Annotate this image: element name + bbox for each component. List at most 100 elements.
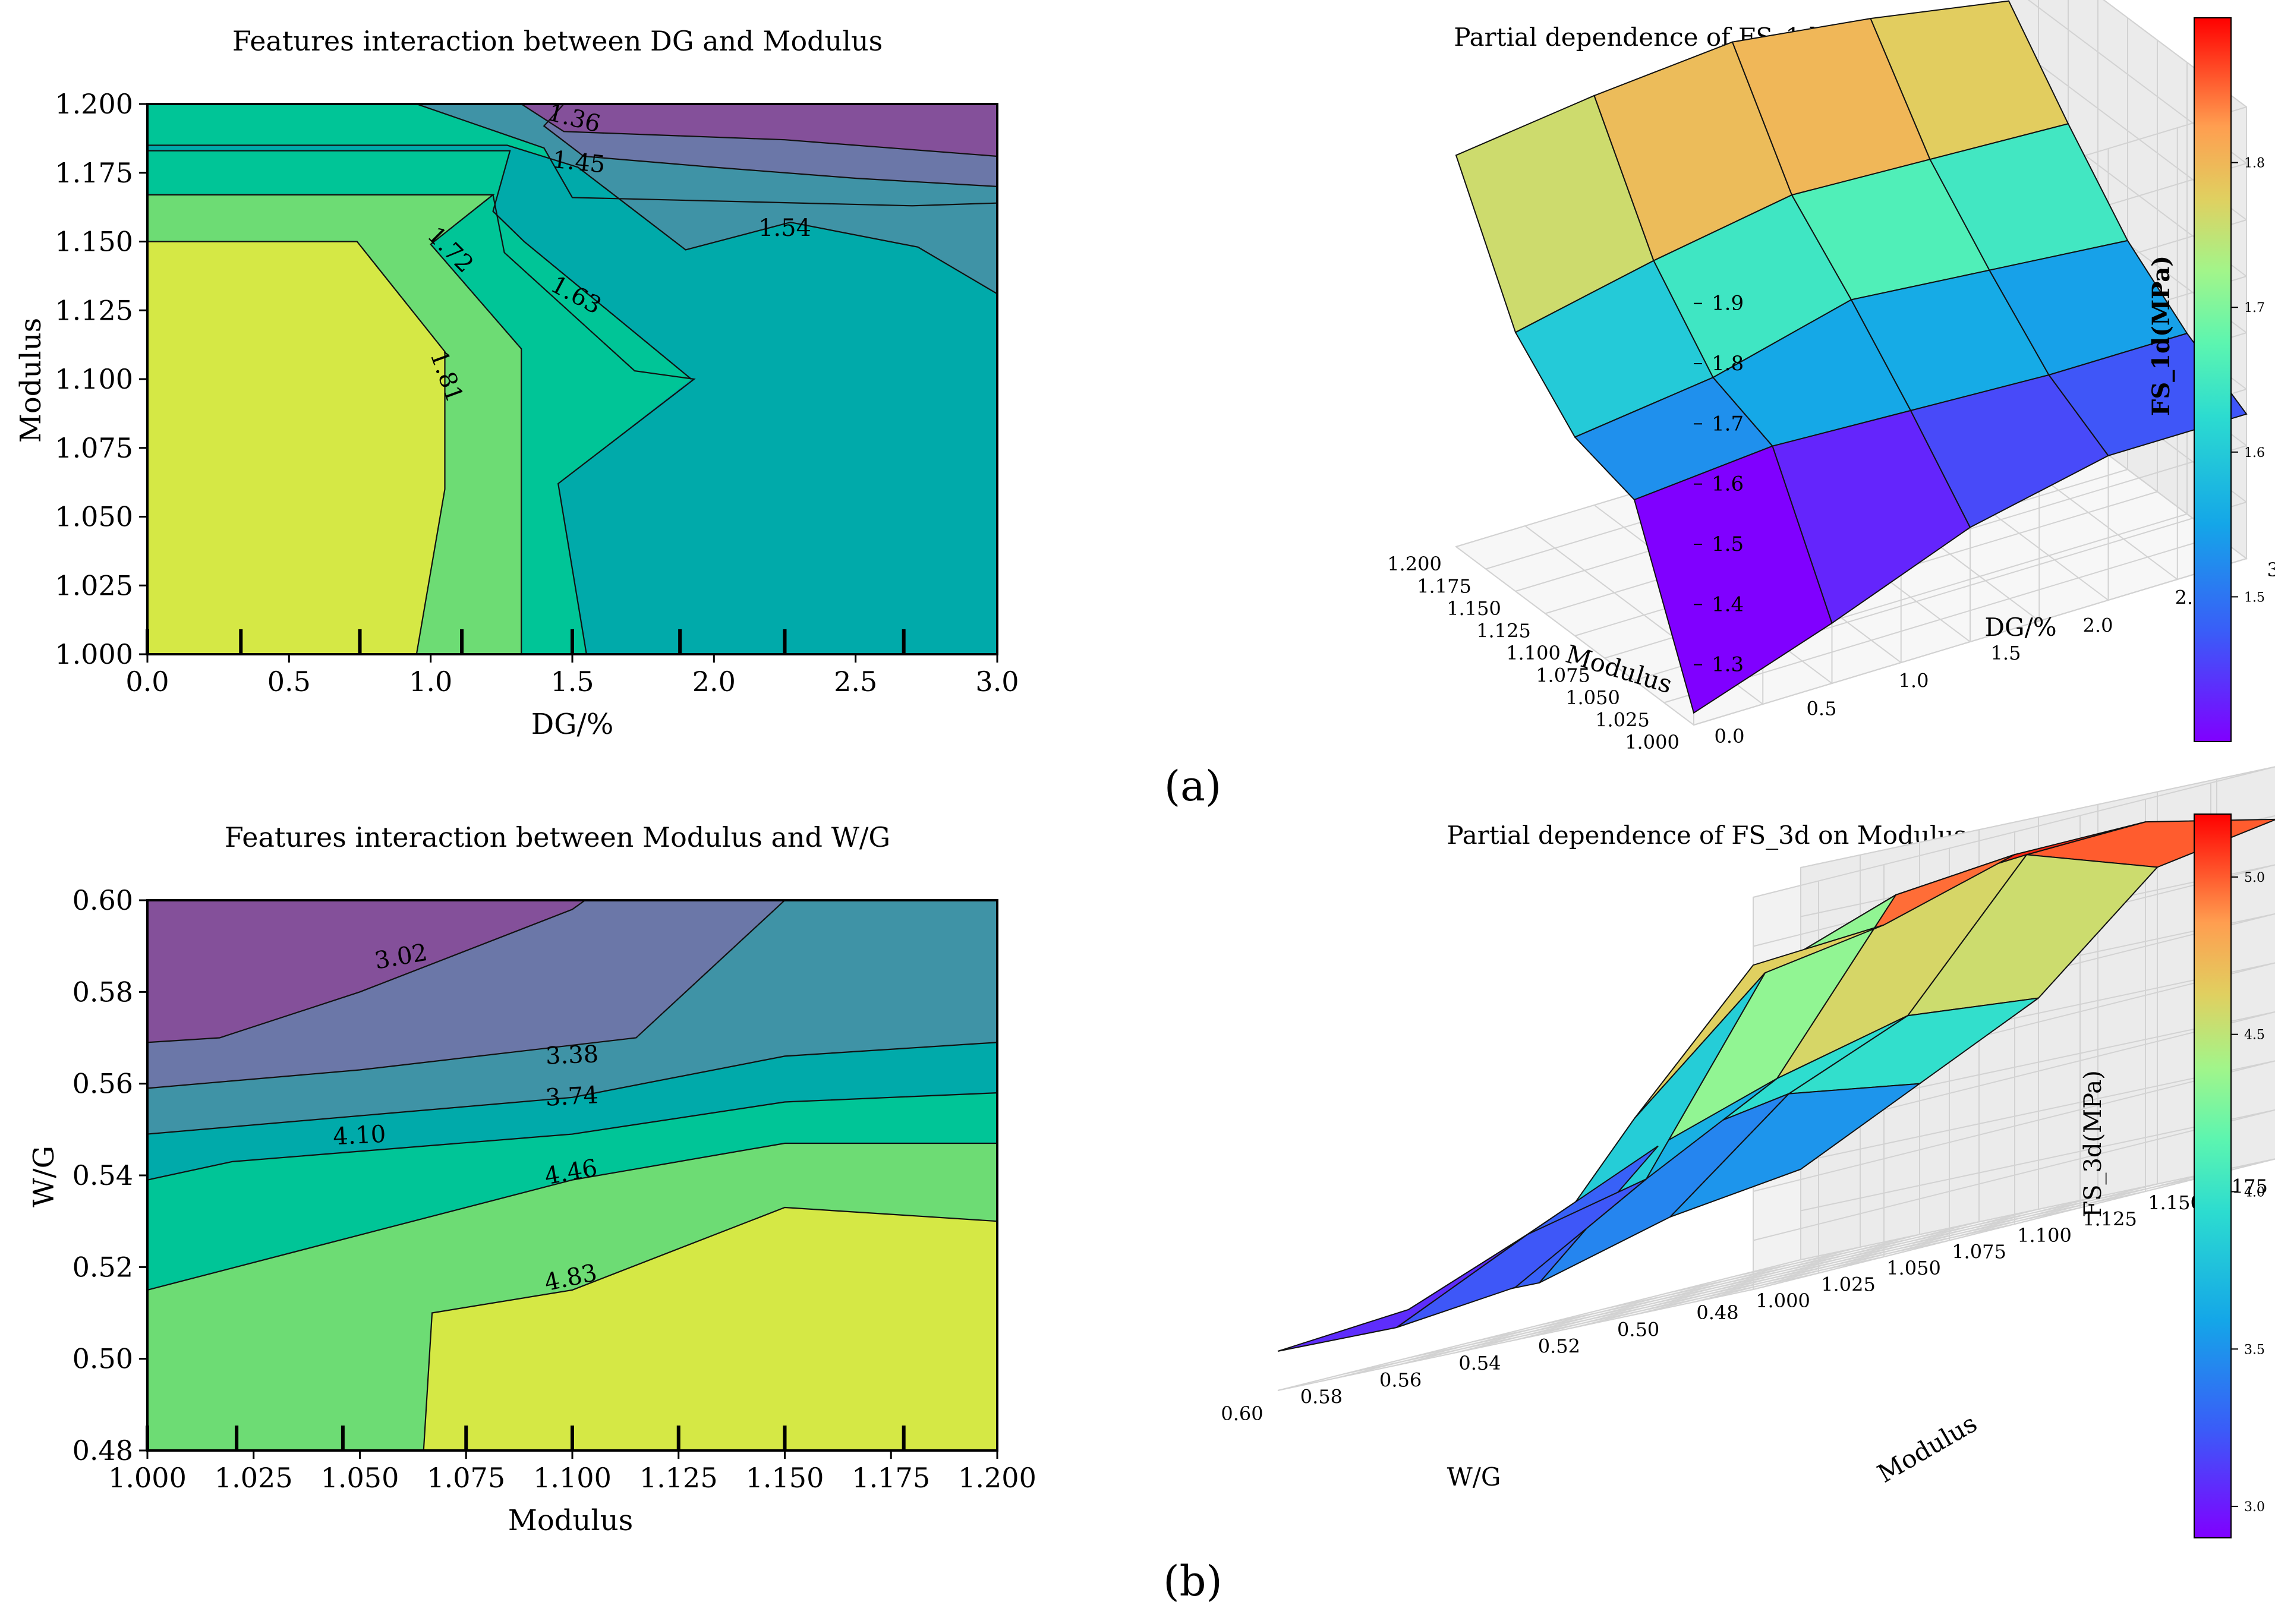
grid-line [1753,1158,2275,1290]
z-axis-label: FS_3d(MPa) [2079,1070,2107,1217]
contour-level-label: 1.54 [758,215,811,242]
z-tick-label: 1.6 [1712,472,1744,496]
contour-plot-dg-modulus: Features interaction between DG and Modu… [14,25,1019,741]
grid-line [1663,535,2217,704]
x-tick-label: 1.150 [1447,597,1501,620]
contour-line [147,1042,997,1135]
y-tick-label: 1.000 [55,638,133,670]
x-tick-label: 1.200 [1387,553,1442,575]
y-axis-label: Modulus [14,318,48,443]
contour-region [147,1042,997,1180]
x-tick-label: 1.200 [958,1462,1036,1494]
colorbar-tick-label: 1.8 [2244,156,2265,171]
colorbar-tick-label: 1.7 [2244,301,2265,316]
y-tick-label: 1.175 [55,157,133,189]
surface-patch [1396,1178,1647,1328]
contour-level-label: 1.45 [551,146,606,179]
z-tick-label: 1.8 [1712,352,1744,376]
contour-line [147,241,446,654]
grid-line [1693,558,2247,726]
contour-line [147,150,692,380]
contour-level-label: 3.38 [545,1040,599,1070]
contour-line [147,900,586,1043]
x-tick-label: 0.48 [1696,1301,1738,1324]
y-tick-label: 0.5 [1807,697,1837,720]
contour-region [147,1093,997,1290]
z-tick-label: 1.3 [1712,653,1744,677]
y-tick-label: 1.200 [55,88,133,120]
x-tick-label: 0.58 [1300,1386,1343,1408]
colorbar-tick-label: 1.6 [2244,446,2265,461]
y-tick-label: 0.50 [73,1343,133,1375]
y-tick-label: 1.050 [1886,1257,1941,1279]
x-tick-label: 0.52 [1538,1335,1580,1358]
z-tick-label: 1.7 [1712,412,1744,436]
x-tick-label: 2.5 [834,666,877,698]
x-tick-label: 1.5 [550,666,594,698]
y-tick-label: 1.050 [55,501,133,533]
x-tick-label: 1.000 [108,1462,187,1494]
colorbar-tick-label: 3.0 [2244,1500,2265,1515]
surface-plot-fs3d: Partial dependence of FS_3d on Modulus a… [1221,766,2275,1491]
colorbar-tick-label: 5.0 [2244,871,2265,885]
grid-line [1800,766,2275,868]
x-axis-label: Modulus [508,1504,634,1537]
x-tick-label: 0.60 [1221,1402,1263,1425]
x-tick-label: 1.100 [533,1462,612,1494]
x-tick-label: 0.56 [1379,1368,1422,1391]
y-tick-label: 1.150 [55,226,133,258]
x-tick-label: 0.0 [125,666,169,698]
grid-line [1753,766,2275,898]
contour-line [521,104,997,157]
y-tick-label: 0.54 [73,1159,133,1191]
contour-line [147,144,997,295]
colorbar-tick-label: 4.0 [2244,1185,2265,1200]
z-tick-label: 1.5 [1712,532,1744,556]
y-axis-label: W/G [27,1146,61,1207]
y-tick-label: 1.5 [1991,642,2021,664]
x-tick-label: 1.000 [1625,731,1680,753]
x-tick-label: 1.050 [321,1462,399,1494]
y-tick-label: 0.52 [73,1251,133,1283]
surface-patch [1277,1234,1528,1352]
x-tick-label: 1.050 [1565,686,1620,709]
contour-line [423,1206,997,1450]
grid-line [1693,1171,2217,1303]
colorbar-tick-label: 1.5 [2244,590,2265,605]
y-tick-label: 1.100 [2017,1224,2072,1247]
x-tick-label: 0.50 [1617,1318,1659,1341]
y-tick-label: 2.0 [2083,614,2113,636]
x-tick-label: 1.075 [1536,664,1590,687]
y-tick-label: 1.0 [1899,670,1929,692]
contour-region [423,1207,997,1450]
y-tick-label: 1.125 [55,294,133,326]
contour-level-label: 4.10 [332,1121,386,1151]
colorbar-tick-label: 4.5 [2244,1028,2265,1043]
x-axis-label: DG/% [531,708,614,741]
x-tick-label: 1.025 [1595,709,1650,731]
y-tick-label: 1.075 [1952,1241,2006,1263]
y-axis-label: Modulus [1873,1408,1982,1489]
y-axis-label: DG/% [1984,613,2056,642]
x-tick-label: 1.175 [1417,575,1471,598]
z-tick-label: 1.9 [1712,292,1744,316]
contour-line [147,900,786,1089]
x-tick-label: 1.025 [215,1462,293,1494]
contour-region [147,241,445,654]
x-axis-label: W/G [1447,1462,1501,1491]
grid-line [1735,1174,2211,1277]
x-tick-label: 1.150 [746,1462,824,1494]
x-tick-label: 0.5 [267,666,311,698]
chart-title: Features interaction between Modulus and… [225,821,890,853]
contour-region [147,900,997,1134]
z-axis-label: FS_1d(MPa) [2147,256,2175,416]
surface-plot-fs1d: Partial dependence of FS_1d on DG and Mo… [1387,0,2275,753]
y-tick-label: 0.0 [1715,725,1745,748]
x-tick-label: 0.54 [1458,1352,1501,1374]
x-tick-label: 1.100 [1506,642,1561,664]
y-tick-label: 0.58 [73,976,133,1008]
x-tick-label: 1.075 [427,1462,505,1494]
contour-line [147,104,997,207]
y-tick-label: 1.025 [55,569,133,601]
